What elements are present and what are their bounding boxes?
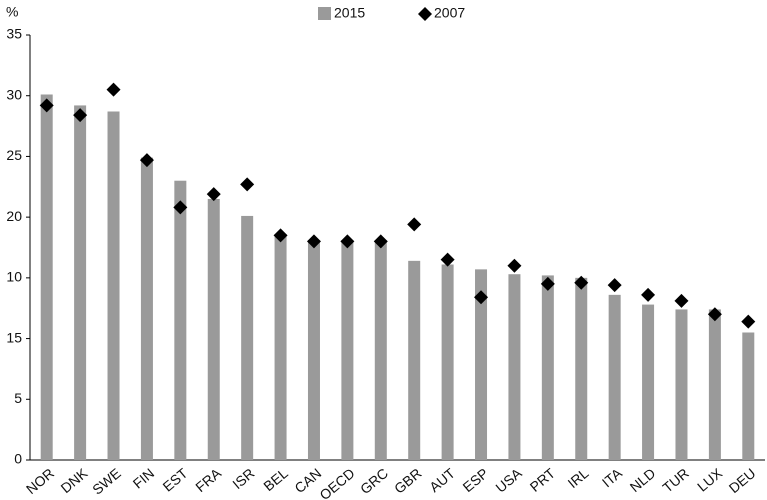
- point: [407, 217, 422, 232]
- y-tick-label: 20: [6, 208, 22, 224]
- bar: [541, 275, 554, 460]
- point: [73, 108, 88, 123]
- x-tick-label: EST: [160, 465, 191, 495]
- x-tick-label: LUX: [694, 464, 726, 494]
- x-tick-label: GBR: [391, 465, 425, 497]
- point: [474, 290, 489, 305]
- y-tick-label: 35: [6, 26, 22, 42]
- x-tick-label: AUT: [426, 465, 458, 496]
- bar: [207, 198, 220, 460]
- point: [39, 98, 54, 113]
- x-tick-label: NOR: [23, 465, 57, 497]
- x-tick-label: SWE: [89, 465, 124, 498]
- y-tick-label: 25: [6, 147, 22, 163]
- bar: [341, 240, 354, 460]
- bar: [575, 277, 588, 460]
- point: [507, 258, 522, 273]
- bar: [241, 215, 254, 460]
- point: [173, 200, 188, 215]
- x-tick-label: IRL: [565, 465, 592, 491]
- x-tick-label: ITA: [599, 464, 626, 490]
- point: [607, 278, 622, 293]
- point: [741, 314, 756, 329]
- bar: [608, 294, 621, 460]
- y-tick-label: 5: [14, 390, 22, 406]
- bar: [642, 304, 655, 460]
- legend-swatch: [418, 7, 432, 21]
- y-tick-label: 0: [14, 451, 22, 467]
- bar: [40, 94, 53, 460]
- point: [273, 228, 288, 243]
- x-tick-label: DEU: [726, 465, 759, 496]
- bar: [174, 180, 187, 460]
- y-tick-label: 10: [6, 269, 22, 285]
- x-tick-label: GRC: [357, 465, 391, 497]
- x-tick-label: FIN: [130, 465, 158, 492]
- bar: [74, 105, 87, 460]
- bar: [475, 269, 488, 460]
- point: [206, 187, 221, 202]
- bar: [675, 309, 688, 460]
- x-tick-label: ISR: [229, 465, 257, 492]
- point: [440, 252, 455, 267]
- bar: [374, 240, 387, 460]
- legend-label: 2007: [434, 5, 465, 21]
- x-tick-label: BEL: [260, 465, 291, 494]
- point: [373, 234, 388, 249]
- point: [106, 82, 121, 97]
- y-axis-label: %: [6, 4, 18, 20]
- x-tick-label: OECD: [316, 465, 357, 500]
- y-tick-label: 30: [6, 86, 22, 102]
- x-tick-label: USA: [492, 464, 525, 495]
- point: [240, 177, 255, 192]
- x-tick-label: NLD: [627, 465, 659, 495]
- bar: [408, 260, 421, 460]
- x-tick-label: FRA: [192, 464, 224, 495]
- bar: [107, 111, 120, 460]
- x-tick-label: TUR: [659, 465, 691, 496]
- y-tick-label: 15: [6, 329, 22, 345]
- legend-swatch: [318, 7, 331, 20]
- legend-label: 2015: [334, 5, 365, 21]
- point: [641, 287, 656, 302]
- bar: [274, 234, 287, 460]
- x-tick-label: DNK: [57, 464, 90, 496]
- bar: [508, 274, 521, 460]
- bar: [307, 240, 320, 460]
- bar: [708, 309, 721, 460]
- bar: [742, 332, 755, 460]
- bar: [441, 264, 454, 460]
- point: [306, 234, 321, 249]
- point: [574, 275, 589, 290]
- x-tick-label: PRT: [527, 465, 559, 495]
- point: [139, 153, 154, 168]
- point: [707, 307, 722, 322]
- point: [540, 276, 555, 291]
- point: [674, 293, 689, 308]
- x-tick-label: ESP: [460, 465, 492, 495]
- bar: [140, 157, 153, 460]
- point: [340, 234, 355, 249]
